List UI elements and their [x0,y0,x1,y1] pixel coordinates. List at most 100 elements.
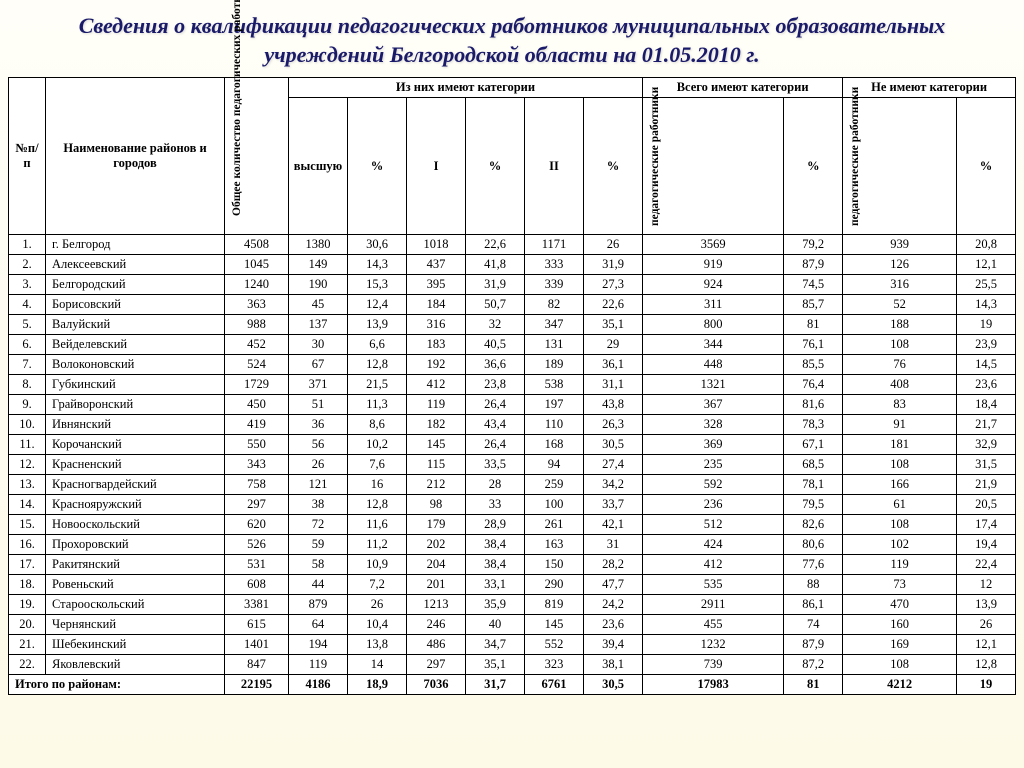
cell-name: Белгородский [46,275,225,295]
cell-h: 67 [289,355,348,375]
cell-hp: 7,2 [348,575,407,595]
cell-tcp: 81 [784,315,843,335]
cell-ip: 38,4 [466,555,525,575]
table-row: 7.Волоконовский5246712,819236,618936,144… [9,355,1016,375]
cell-nc: 939 [843,235,957,255]
table-row: 12.Красненский343267,611533,59427,423568… [9,455,1016,475]
header-num: №п/п [9,78,46,235]
cell-iip: 23,6 [584,615,643,635]
cell-h: 1380 [289,235,348,255]
cell-num: 17. [9,555,46,575]
cell-nc: 102 [843,535,957,555]
cell-num: 4. [9,295,46,315]
table-row: 8.Губкинский172937121,541223,853831,1132… [9,375,1016,395]
table-row: 6.Вейделевский452306,618340,51312934476,… [9,335,1016,355]
cell-name: Ракитянский [46,555,225,575]
cell-tcp: 76,1 [784,335,843,355]
cell-ncp: 20,5 [957,495,1016,515]
cell-tcp: 82,6 [784,515,843,535]
cell-h: 30 [289,335,348,355]
header-ped: педагогические работники [843,98,957,235]
cell-hp: 13,9 [348,315,407,335]
table-row: 3.Белгородский124019015,339531,933927,39… [9,275,1016,295]
cell-hp: 8,6 [348,415,407,435]
cell-hp: 21,5 [348,375,407,395]
cell-iip: 42,1 [584,515,643,535]
cell-num: 7. [9,355,46,375]
cell-ip: 50,7 [466,295,525,315]
cell-tc: 455 [643,615,784,635]
cell-i: 115 [407,455,466,475]
cell-hp: 12,8 [348,495,407,515]
cell-ip: 33,1 [466,575,525,595]
cell-iip: 27,3 [584,275,643,295]
cell-nc: 91 [843,415,957,435]
cell-nc: 108 [843,335,957,355]
header-highest: высшую [289,98,348,235]
table-container: №п/п Наименование районов и городов Обще… [0,77,1024,695]
cell-ip: 32 [466,315,525,335]
cell-name: Валуйский [46,315,225,335]
cell-tc: 367 [643,395,784,415]
cell-iip: 26 [584,235,643,255]
cell-total: 847 [225,655,289,675]
header-second: II [525,98,584,235]
totals-t: 22195 [225,675,289,695]
cell-num: 3. [9,275,46,295]
cell-h: 56 [289,435,348,455]
cell-tcp: 76,4 [784,375,843,395]
cell-num: 20. [9,615,46,635]
cell-tc: 448 [643,355,784,375]
cell-num: 10. [9,415,46,435]
cell-tc: 328 [643,415,784,435]
header-no-cat: Не имеют категории [843,78,1016,98]
table-row: 16.Прохоровский5265911,220238,4163314248… [9,535,1016,555]
table-row: 15.Новооскольский6207211,617928,926142,1… [9,515,1016,535]
cell-hp: 16 [348,475,407,495]
cell-num: 12. [9,455,46,475]
cell-ncp: 19,4 [957,535,1016,555]
header-pct: % [584,98,643,235]
cell-tc: 2911 [643,595,784,615]
totals-nc: 4212 [843,675,957,695]
cell-nc: 76 [843,355,957,375]
table-row: 20.Чернянский6156410,42464014523,6455741… [9,615,1016,635]
cell-tcp: 79,2 [784,235,843,255]
cell-ncp: 12,1 [957,255,1016,275]
cell-i: 1213 [407,595,466,615]
cell-nc: 181 [843,435,957,455]
cell-tc: 311 [643,295,784,315]
cell-ncp: 21,9 [957,475,1016,495]
cell-iip: 28,2 [584,555,643,575]
cell-i: 437 [407,255,466,275]
cell-ii: 552 [525,635,584,655]
cell-i: 1018 [407,235,466,255]
cell-iip: 38,1 [584,655,643,675]
cell-tc: 236 [643,495,784,515]
cell-hp: 11,2 [348,535,407,555]
cell-nc: 73 [843,575,957,595]
cell-tc: 919 [643,255,784,275]
cell-tcp: 78,3 [784,415,843,435]
cell-iip: 27,4 [584,455,643,475]
cell-name: Старооскольский [46,595,225,615]
cell-h: 137 [289,315,348,335]
table-row: 17.Ракитянский5315810,920438,415028,2412… [9,555,1016,575]
cell-nc: 316 [843,275,957,295]
header-have-total: Всего имеют категории [643,78,843,98]
table-row: 19.Старооскольский338187926121335,981924… [9,595,1016,615]
cell-ip: 28 [466,475,525,495]
cell-ncp: 12,1 [957,635,1016,655]
cell-name: Волоконовский [46,355,225,375]
cell-name: Яковлевский [46,655,225,675]
cell-num: 15. [9,515,46,535]
header-pct: % [348,98,407,235]
cell-tc: 512 [643,515,784,535]
cell-ip: 43,4 [466,415,525,435]
totals-ncp: 19 [957,675,1016,695]
cell-nc: 470 [843,595,957,615]
table-row: 10.Ивнянский419368,618243,411026,332878,… [9,415,1016,435]
cell-name: Ивнянский [46,415,225,435]
cell-h: 194 [289,635,348,655]
cell-num: 1. [9,235,46,255]
